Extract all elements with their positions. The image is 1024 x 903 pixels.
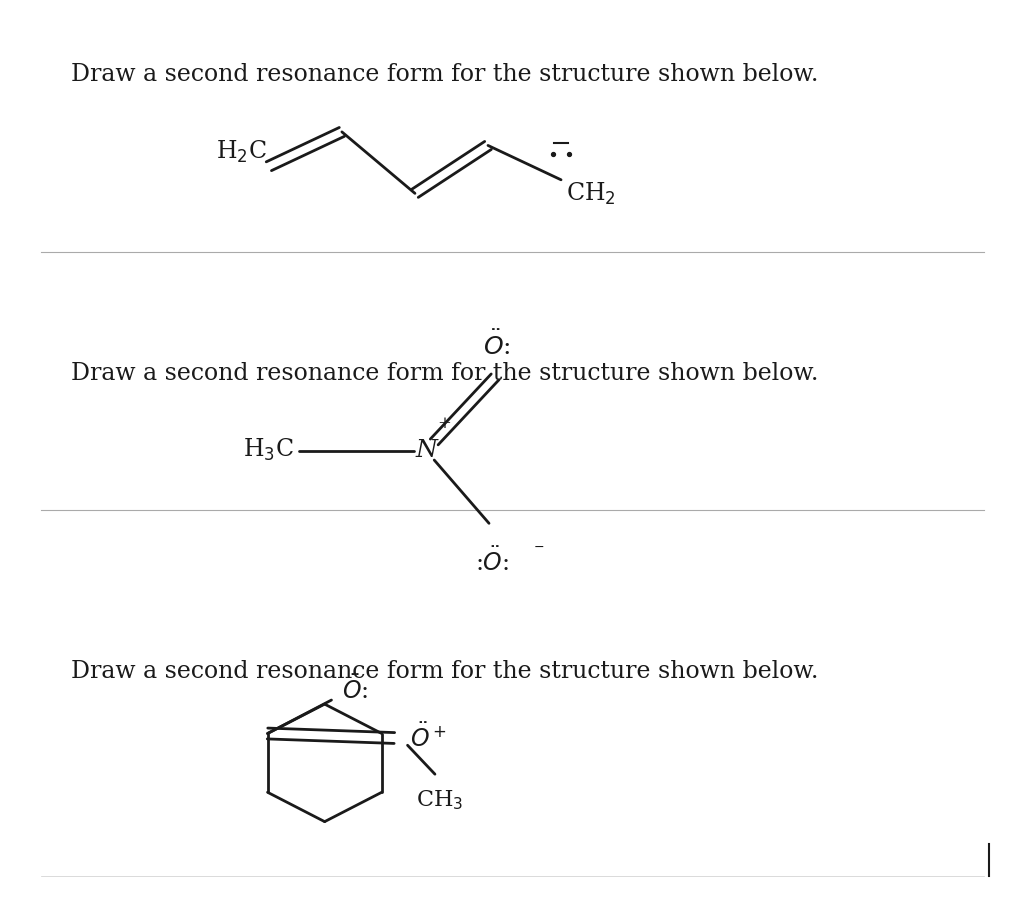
Text: CH$_3$: CH$_3$ (417, 787, 464, 812)
Text: $\ddot{O}$$^+$: $\ddot{O}$$^+$ (410, 722, 445, 750)
Text: Draw a second resonance form for the structure shown below.: Draw a second resonance form for the str… (71, 659, 818, 682)
Text: H$_3$C: H$_3$C (244, 437, 294, 462)
Text: $\ddot{O}$:: $\ddot{O}$: (483, 330, 511, 359)
Text: :$\ddot{O}$:: :$\ddot{O}$: (475, 546, 509, 575)
Text: CH$_2$: CH$_2$ (566, 181, 615, 207)
Text: Draw a second resonance form for the structure shown below.: Draw a second resonance form for the str… (71, 63, 818, 86)
Text: N: N (415, 438, 437, 461)
Text: Draw a second resonance form for the structure shown below.: Draw a second resonance form for the str… (71, 361, 818, 384)
Text: $^-$: $^-$ (530, 542, 545, 560)
Text: H$_2$C: H$_2$C (216, 138, 267, 164)
Text: +: + (437, 414, 452, 432)
Text: $\ddot{O}$:: $\ddot{O}$: (342, 675, 368, 703)
